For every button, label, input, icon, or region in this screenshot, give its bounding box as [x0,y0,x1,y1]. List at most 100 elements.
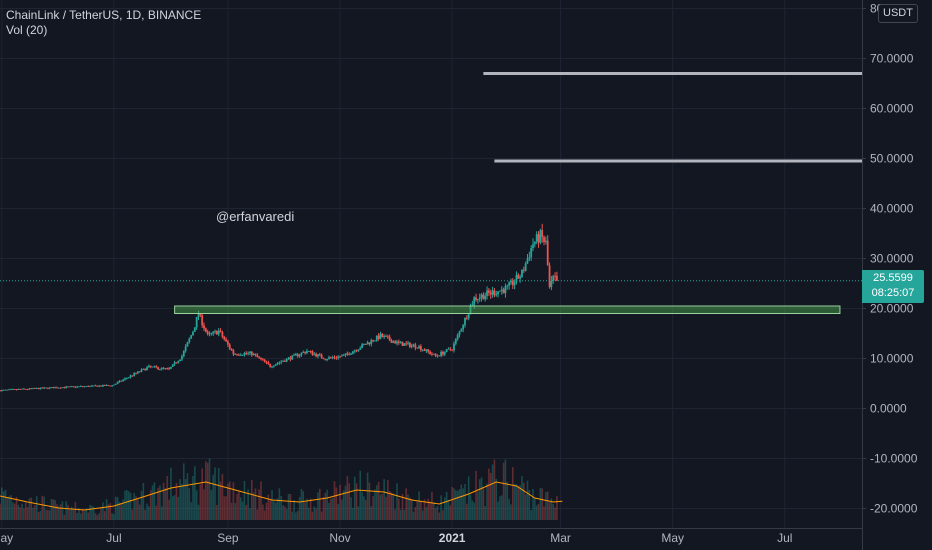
volume-bar [405,488,407,520]
volume-bar [480,477,483,520]
volume-bar [524,494,527,520]
volume-bar [58,506,60,520]
candle-body [236,353,238,355]
volume-bar [526,480,529,520]
volume-bar [477,491,479,520]
support-zone [174,305,841,314]
candle-body [521,269,523,277]
volume-bar [28,498,31,520]
candle-body [335,357,338,359]
volume-bar [184,479,187,520]
candle-body [416,347,419,349]
candle-body [102,385,104,387]
price-tick-label: 30.0000 [870,252,914,266]
volume-bar [197,504,200,520]
volume-bar [508,498,510,520]
candle-body [326,359,329,360]
price-tick-label: 10.0000 [870,352,914,366]
candle-body [272,365,275,367]
volume-bar [45,509,47,520]
candle-body [243,353,246,355]
candle-body [89,386,91,387]
last-price-label: 25.5599 08:25:07 [862,270,924,303]
candle-body [438,355,441,357]
candle-body [374,340,376,342]
volume-bar [100,507,102,520]
candle-body [2,389,5,391]
candle-body [92,385,95,387]
candle-body [98,385,101,387]
volume-bar [462,488,464,520]
author-tag: @erfanvaredi [216,209,295,224]
volume-bar [179,479,181,520]
price-tick-label: 50.0000 [870,152,914,166]
volume-bar [293,500,295,520]
candle-body [313,353,316,355]
volume-bar [493,459,496,520]
volume-bar [375,485,378,520]
candle-body [17,389,20,390]
volume-bar [445,491,448,520]
candle-body [427,349,430,352]
volume-bar [307,507,310,520]
candle-body [329,357,332,359]
candle-body [228,344,231,349]
volume-bar [319,488,321,520]
candle-body [451,349,454,351]
volume-bar [206,462,209,520]
candle-body [0,390,1,392]
volume-bar [194,466,196,520]
currency-selector[interactable]: USDT [878,4,918,23]
volume-bar [173,495,176,520]
volume-indicator-label[interactable]: Vol (20) [6,23,48,37]
volume-bar [129,492,132,520]
candle-body [151,366,154,368]
volume-bar [315,508,317,520]
candle-body [234,353,237,355]
candle-body [340,355,343,357]
candle-body [396,341,398,344]
candle-body [215,330,218,335]
candle-body [19,389,22,390]
volume-bar [151,485,154,520]
candle-body [72,386,75,388]
volume-bar [383,479,385,520]
volume-bar [92,506,95,520]
volume-bar [177,496,180,520]
candle-body [173,362,176,365]
candle-body [511,280,514,286]
volume-bar [157,487,159,520]
volume-bar [387,480,389,520]
symbol-title[interactable]: ChainLink / TetherUS, 1D, BINANCE [6,8,202,22]
time-tick-label: 2021 [439,531,466,545]
candle-body [120,380,123,382]
candle-body [555,275,558,281]
candle-body [274,364,277,366]
candle-body [480,294,483,298]
volume-bar [63,514,66,520]
volume-bar [495,478,498,520]
volume-bar [6,497,9,520]
volume-bar [453,488,455,520]
volume-bar [366,472,369,520]
chart-legend: ChainLink / TetherUS, 1D, BINANCE Vol (2… [6,8,201,38]
candle-body [537,234,540,243]
candle-body [386,336,389,338]
volume-bar [96,515,99,520]
candle-body [103,385,106,386]
candle-body [258,356,261,358]
volume-bar [46,510,49,520]
candle-body [418,346,420,349]
candle-body [429,351,431,354]
volume-bar [352,507,354,520]
resistance-line [494,159,862,163]
candle-body [508,282,511,286]
volume-bar [273,501,275,520]
volume-bar [50,499,53,520]
candle-body [546,240,549,266]
volume-bar [234,503,237,520]
volume-bar [284,506,286,520]
drawing-annotations [174,72,862,314]
candle-body [201,314,204,326]
